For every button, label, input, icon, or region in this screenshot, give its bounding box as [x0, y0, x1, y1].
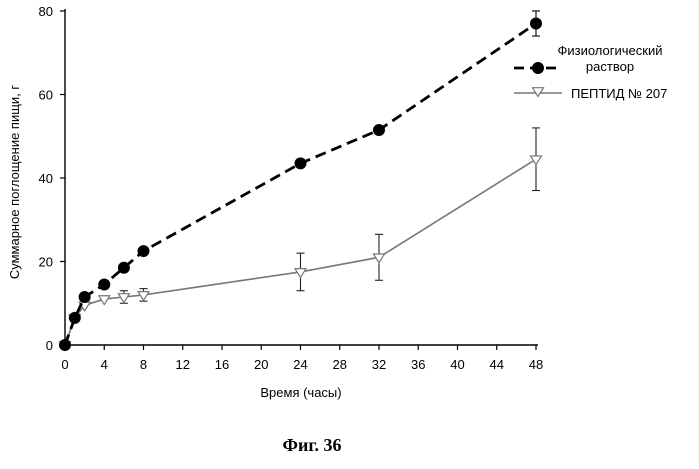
axes-layer: 02040608004812162024283236404448	[39, 4, 544, 372]
data-point	[79, 291, 90, 302]
data-point	[531, 156, 542, 165]
data-point	[69, 312, 80, 323]
x-tick-label: 12	[176, 357, 190, 372]
data-point	[118, 262, 129, 273]
x-tick-label: 0	[61, 357, 68, 372]
figure-caption: Фиг. 36	[283, 435, 342, 455]
series-line	[65, 159, 536, 345]
y-tick-label: 0	[46, 338, 53, 353]
legend-label-peptide: ПЕПТИД № 207	[571, 86, 667, 101]
data-point	[295, 158, 306, 169]
x-tick-label: 4	[101, 357, 108, 372]
y-tick-label: 40	[39, 171, 53, 186]
x-tick-label: 44	[490, 357, 504, 372]
series-0	[60, 11, 542, 351]
legend-swatch-peptide-marker	[533, 88, 544, 97]
data-point	[138, 246, 149, 257]
x-tick-label: 36	[411, 357, 425, 372]
y-axis-title: Суммарное поглощение пищи, г	[7, 85, 22, 280]
series-line	[65, 24, 536, 345]
legend-swatch-saline-marker	[533, 63, 544, 74]
y-tick-label: 20	[39, 255, 53, 270]
x-tick-label: 16	[215, 357, 229, 372]
legend-label-saline-line1: Физиологический	[558, 43, 663, 58]
x-tick-label: 24	[293, 357, 307, 372]
series-layer	[60, 11, 542, 351]
x-tick-label: 28	[333, 357, 347, 372]
legend-label-saline-line2: раствор	[586, 59, 634, 74]
x-tick-label: 20	[254, 357, 268, 372]
x-tick-label: 40	[450, 357, 464, 372]
x-tick-label: 48	[529, 357, 543, 372]
data-point	[531, 18, 542, 29]
y-tick-label: 80	[39, 4, 53, 19]
x-axis-title: Время (часы)	[260, 385, 341, 400]
x-tick-label: 32	[372, 357, 386, 372]
y-tick-label: 60	[39, 88, 53, 103]
data-point	[60, 340, 71, 351]
legend: Физиологическийраствор ПЕПТИД № 207	[514, 43, 667, 101]
data-point	[99, 279, 110, 290]
data-point	[374, 124, 385, 135]
x-tick-label: 8	[140, 357, 147, 372]
